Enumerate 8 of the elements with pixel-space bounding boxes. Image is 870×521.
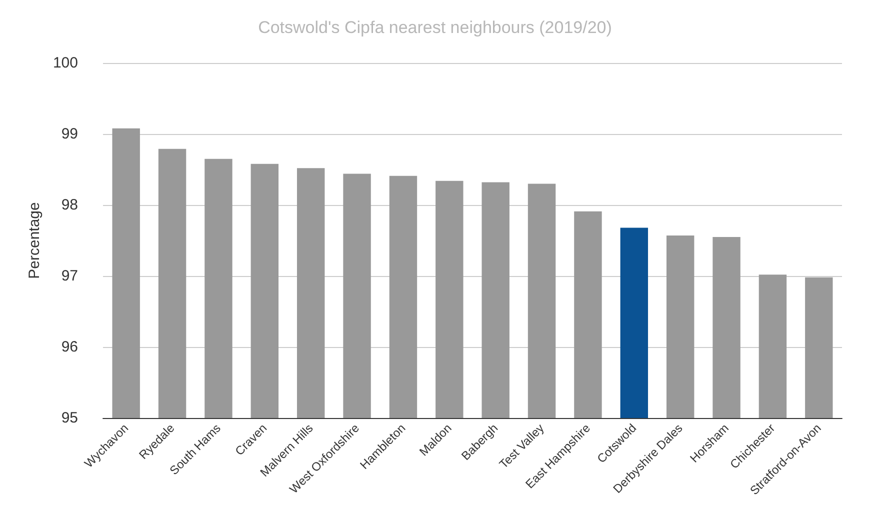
y-tick-label: 99	[61, 126, 78, 142]
y-tick-label: 98	[61, 196, 78, 214]
y-tick-label: 100	[52, 54, 78, 72]
y-tick-label: 97	[61, 268, 78, 284]
y-tick-label: 95	[61, 410, 78, 426]
chart-title: Cotswold's Cipfa nearest neighbours (2019/20)	[258, 18, 612, 37]
y-axis-title: Percentage	[26, 202, 44, 279]
y-tick-label: 96	[61, 338, 78, 356]
